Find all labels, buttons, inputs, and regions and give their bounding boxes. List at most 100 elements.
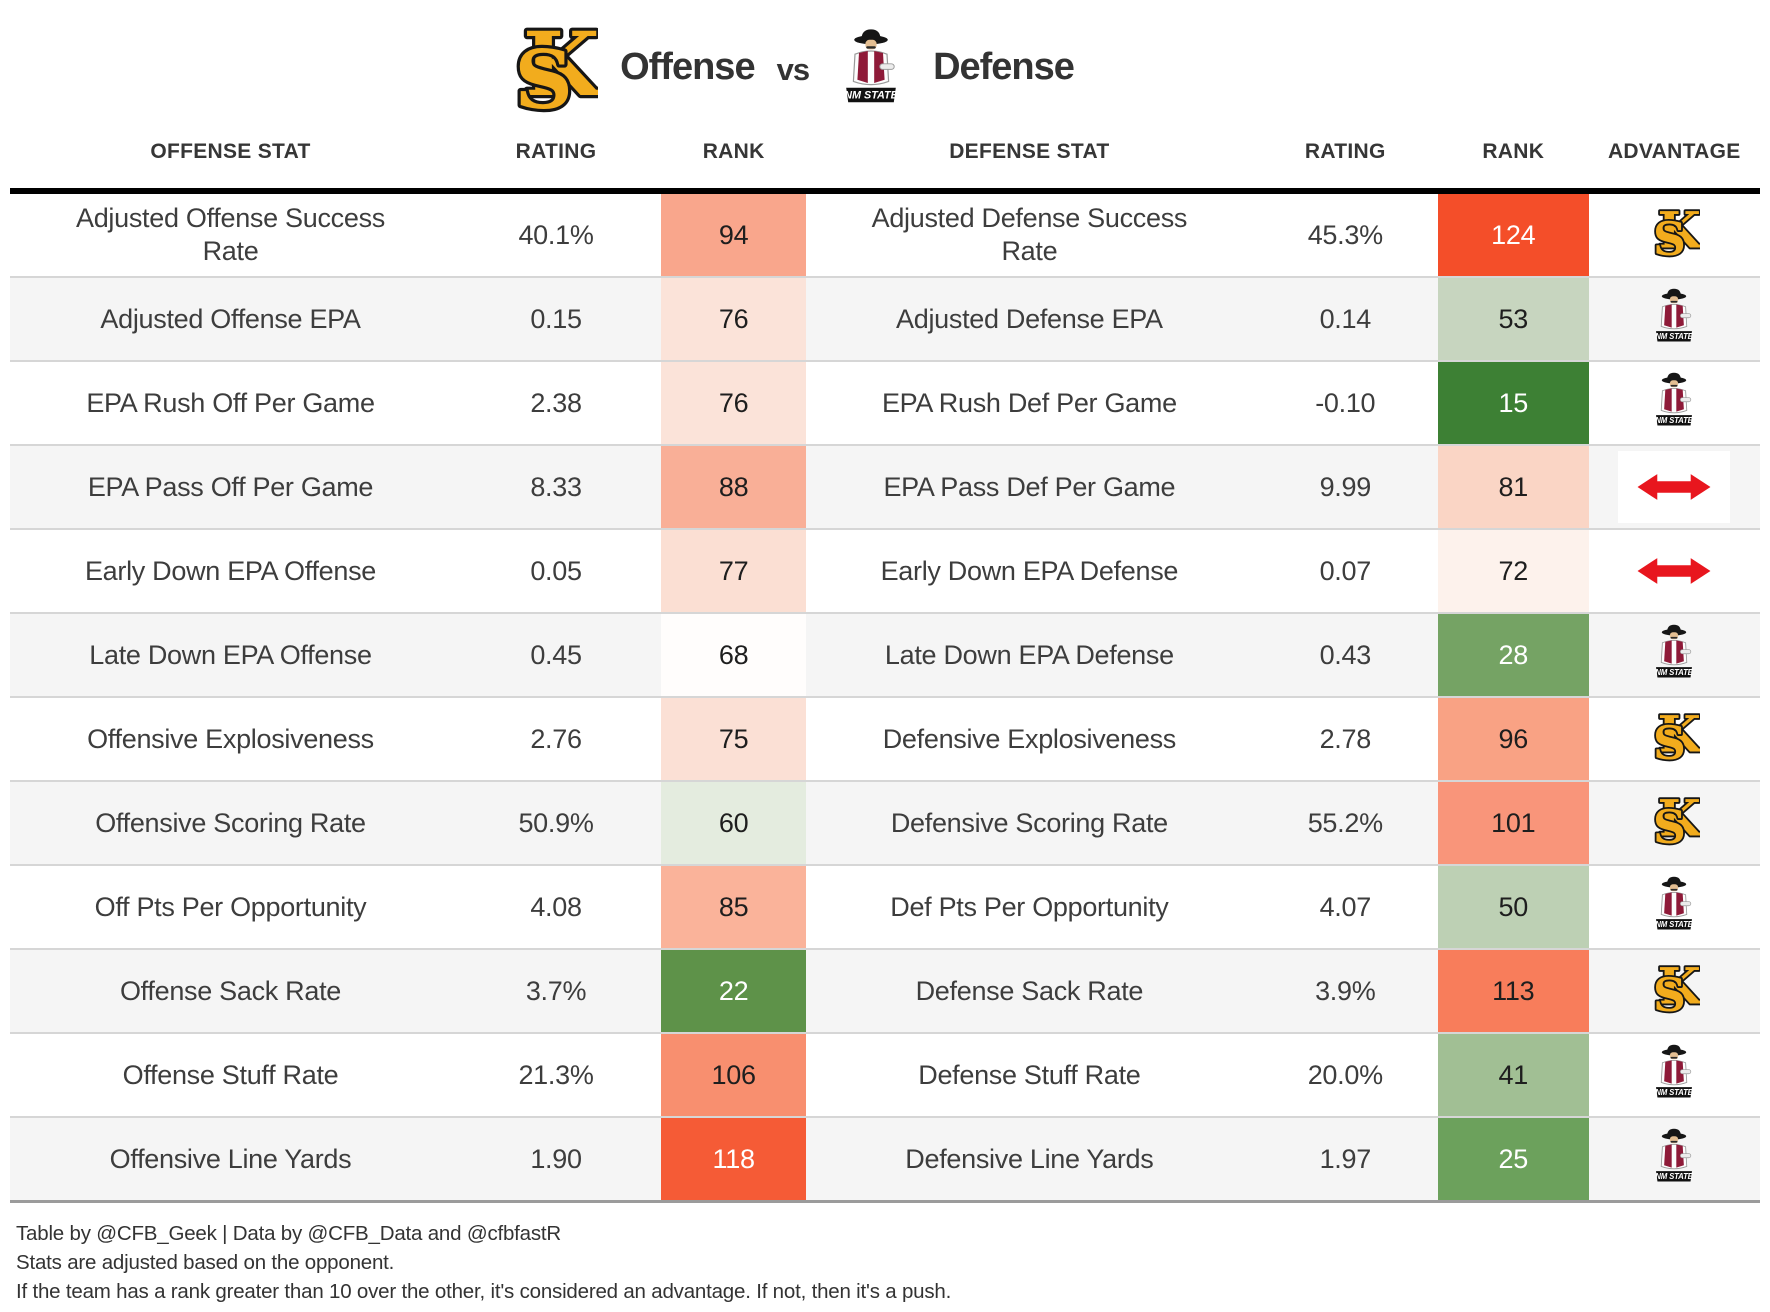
defense-rating-cell: 2.78 [1252,696,1438,781]
svg-text:NM STATE: NM STATE [1656,1087,1694,1096]
advantage-cell: NM STATE [1588,864,1760,949]
advantage-cell: NM STATE [1588,276,1760,361]
defense-stat-cell: Early Down EPA Defense [806,528,1253,613]
offense-rating-cell: 8.33 [451,444,661,529]
nm-state-logo: NM STATE [1645,1127,1703,1192]
offense-stat-cell: Late Down EPA Offense [10,612,451,697]
defense-rating-cell: 3.9% [1252,948,1438,1033]
table-row: Offensive Explosiveness 2.76 75 Defensive E… [10,696,1760,781]
footnote-advantage-rule: If the team has a rank greater than 10 o… [16,1280,952,1303]
offense-rank-cell: 106 [661,1032,807,1117]
kennesaw-state-logo: K S [1648,786,1704,856]
offense-rating-cell: 4.08 [451,864,661,949]
defense-rating-cell: 0.14 [1252,276,1438,361]
defense-rating-cell: 9.99 [1252,444,1438,529]
table-row: Offensive Scoring Rate 50.9% 60 Defensive S… [10,780,1760,865]
title-banner: K S Offense vs NM STATE Defense [0,0,1675,128]
offense-stat-cell: Early Down EPA Offense [10,528,451,613]
defense-rank-cell: 15 [1438,360,1589,445]
defense-stat-label: EPA Pass Def Per Game [883,471,1176,502]
defense-stat-label: EPA Rush Def Per Game [881,387,1177,418]
offense-rating-cell: 21.3% [451,1032,661,1117]
offense-title: Offense [620,45,755,88]
offense-stat-cell: Offensive Line Yards [10,1116,451,1202]
defense-stat-label: Defense Stuff Rate [918,1059,1141,1090]
defense-rating-cell: 20.0% [1252,1032,1438,1117]
table-row: EPA Rush Off Per Game 2.38 76 EPA Rush Def … [10,360,1760,445]
svg-text:S: S [1653,715,1686,764]
kennesaw-state-logo: K S [1648,702,1704,772]
column-header-rating-1: RATING [451,128,661,194]
offense-stat-cell: Offense Sack Rate [10,948,451,1033]
table-row: Offense Sack Rate 3.7% 22 Defense Sack Rate… [10,948,1760,1033]
defense-title: Defense [933,45,1075,88]
nm-state-logo: NM STATE [1645,623,1703,688]
defense-rank-cell: 113 [1438,948,1589,1033]
offense-stat-cell: EPA Pass Off Per Game [10,444,451,529]
defense-stat-label: Defensive Line Yards [905,1143,1154,1174]
advantage-cell: NM STATE [1588,612,1760,697]
offense-rank-cell: 88 [661,444,807,529]
defense-stat-cell: Defensive Explosiveness [806,696,1253,781]
offense-rank-cell: 60 [661,780,807,865]
column-header-advantage-6: ADVANTAGE [1588,128,1760,194]
advantage-cell [1588,528,1760,613]
column-header-rank-2: RANK [661,128,807,194]
push-arrow-icon [1618,451,1731,523]
advantage-cell: K S [1588,780,1760,865]
advantage-cell: NM STATE [1588,1032,1760,1117]
table-row: Adjusted Offense EPA 0.15 76 Adjusted Defen… [10,276,1760,361]
offense-rating-cell: 0.15 [451,276,661,361]
defense-stat-cell: Adjusted Defense Success Rate [806,191,1252,277]
offense-rating-cell: 0.45 [451,612,661,697]
offense-stat-label: EPA Pass Off Per Game [87,471,374,502]
offense-stat-label: Offensive Line Yards [109,1143,352,1174]
svg-text:NM STATE: NM STATE [1656,331,1694,340]
svg-text:S: S [1653,967,1686,1016]
svg-text:NM STATE: NM STATE [844,90,898,102]
offense-stat-cell: Offensive Explosiveness [10,696,451,781]
kennesaw-state-logo: K S [1648,198,1704,268]
offense-stat-cell: Offense Stuff Rate [10,1032,451,1117]
defense-stat-cell: Adjusted Defense EPA [806,276,1253,361]
svg-text:S: S [1653,799,1686,848]
defense-rank-cell: 101 [1438,780,1589,865]
advantage-cell: K S [1589,191,1761,277]
offense-rank-cell: 68 [661,612,807,697]
defense-rating-cell: 4.07 [1252,864,1438,949]
offense-stat-label: Adjusted Offense Success Rate [76,203,385,266]
offense-rating-cell: 2.38 [451,360,661,445]
defense-stat-label: Early Down EPA Defense [880,555,1179,586]
offense-stat-label: Adjusted Offense EPA [100,303,361,334]
defense-rank-cell: 41 [1438,1032,1589,1117]
defense-stat-label: Defensive Explosiveness [882,723,1177,754]
offense-rating-cell: 2.76 [451,696,661,781]
defense-stat-cell: Def Pts Per Opportunity [806,864,1253,949]
defense-rating-cell: 0.07 [1252,528,1438,613]
defense-stat-cell: EPA Rush Def Per Game [806,360,1253,445]
footnotes: Table by @CFB_Geek | Data by @CFB_Data a… [16,1219,1770,1306]
svg-text:NM STATE: NM STATE [1656,1171,1694,1180]
defense-stat-label: Defense Sack Rate [915,975,1144,1006]
offense-stat-cell: Adjusted Offense Success Rate [10,191,451,277]
table-row: Adjusted Offense Success Rate 40.1% 94 Adju… [10,191,1760,277]
defense-rating-cell: 0.43 [1252,612,1438,697]
offense-stat-label: EPA Rush Off Per Game [86,387,375,418]
defense-stat-label: Adjusted Defense EPA [896,303,1163,334]
defense-rating-cell: 1.97 [1252,1116,1438,1202]
footnote-adjustment: Stats are adjusted based on the opponent… [16,1251,395,1274]
svg-text:K: K [1658,203,1700,260]
offense-rating-cell: 3.7% [451,948,661,1033]
defense-stat-label: Def Pts Per Opportunity [890,891,1169,922]
offense-rating-cell: 50.9% [451,780,661,865]
stats-table: OFFENSE STAT RATING RANK DEFENSE STAT RATING… [10,128,1760,1203]
defense-rank-cell: 25 [1438,1116,1589,1202]
offense-stat-cell: Adjusted Offense EPA [10,276,451,361]
defense-stat-cell: Defensive Line Yards [806,1116,1253,1202]
advantage-cell: K S [1588,696,1760,781]
defense-rank-cell: 81 [1438,444,1589,529]
offense-rank-cell: 77 [661,528,807,613]
offense-stat-label: Offense Sack Rate [119,975,342,1006]
nm-state-logo: NM STATE [1645,875,1703,940]
nm-state-logo: NM STATE [831,27,911,107]
